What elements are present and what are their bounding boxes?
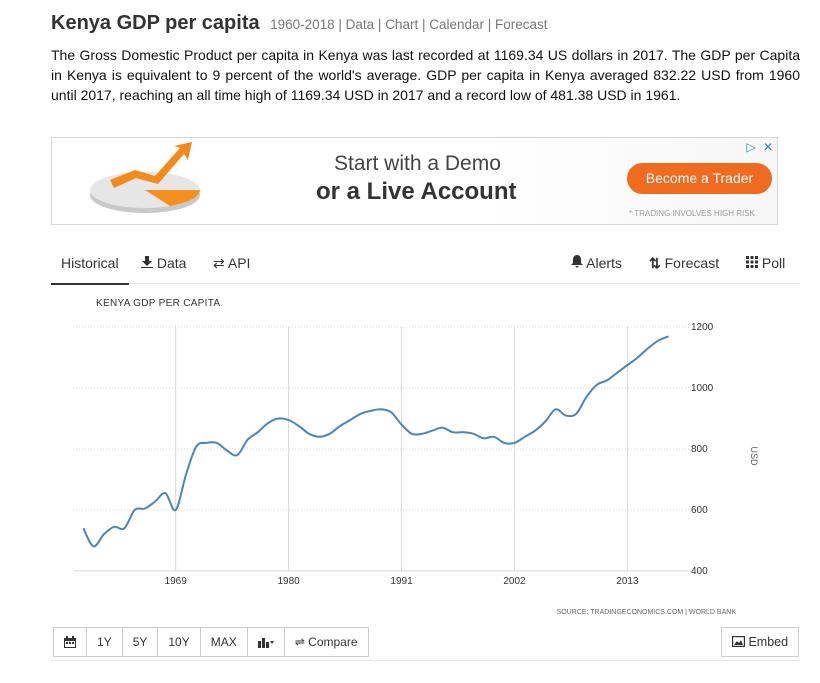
- tab-label: Forecast: [664, 255, 720, 271]
- y-tick-label: 1000: [691, 383, 714, 394]
- x-tick-label: 1969: [165, 576, 188, 587]
- tab-label: Data: [156, 255, 187, 271]
- x-tick-label: 1980: [277, 576, 300, 587]
- bar-chart-icon: [257, 638, 274, 648]
- x-tick-label: 1991: [390, 576, 413, 587]
- compare-label: Compare: [308, 635, 358, 649]
- tab-alerts[interactable]: Alerts: [571, 243, 622, 283]
- compare-button[interactable]: ⇌ Compare: [285, 628, 368, 656]
- chart-toolbar: 1Y 5Y 10Y MAX ⇌ Compare: [53, 627, 369, 657]
- link-data[interactable]: Data: [345, 17, 375, 32]
- close-icon[interactable]: ✕: [762, 140, 773, 154]
- become-trader-button[interactable]: Become a Trader: [627, 163, 772, 194]
- ad-headline-1: Start with a Demo: [334, 152, 501, 175]
- range-10y-button[interactable]: 10Y: [158, 628, 201, 656]
- calendar-icon: [64, 636, 76, 648]
- tab-label: Historical: [61, 255, 119, 271]
- embed-button[interactable]: Embed: [721, 627, 799, 657]
- ad-disclaimer: * TRADING INVOLVES HIGH RISK: [629, 209, 755, 218]
- ad-choices-icon[interactable]: ▷: [746, 140, 756, 154]
- tab-label: Poll: [761, 255, 786, 271]
- description: The Gross Domestic Product per capita in…: [51, 47, 800, 103]
- link-chart[interactable]: Chart: [385, 17, 419, 32]
- tab-forecast[interactable]: ⇅ Forecast: [649, 243, 719, 283]
- embed-label: Embed: [748, 635, 789, 649]
- calendar-button[interactable]: [54, 628, 87, 656]
- range-1y-button[interactable]: 1Y: [87, 628, 123, 656]
- bell-icon: [571, 255, 586, 271]
- chart-source: SOURCE: TRADINGECONOMICS.COM | WORLD BAN…: [557, 609, 737, 616]
- range-max-button[interactable]: MAX: [201, 628, 248, 656]
- x-tick-label: 2002: [503, 576, 526, 587]
- link-forecast[interactable]: Forecast: [495, 17, 548, 32]
- range-5y-button[interactable]: 5Y: [123, 628, 159, 656]
- tab-historical[interactable]: Historical: [51, 243, 129, 285]
- ad-controls[interactable]: ▷ ✕: [746, 140, 773, 154]
- ad-headline-2: or a Live Account: [316, 178, 517, 205]
- chart-title: KENYA GDP PER CAPITA: [96, 298, 220, 309]
- link-calendar[interactable]: Calendar: [429, 17, 485, 32]
- ad-banner[interactable]: Start with a Demo or a Live Account Beco…: [51, 137, 778, 225]
- y-tick-label: 1200: [691, 322, 714, 333]
- y-axis-label: USD: [749, 446, 759, 466]
- chart-graphic-icon: [90, 142, 200, 213]
- tab-label: Alerts: [586, 255, 622, 271]
- image-icon: [731, 636, 745, 647]
- tab-data[interactable]: Data: [141, 243, 186, 283]
- tab-label: API: [227, 255, 251, 271]
- tab-api[interactable]: ⇄ API: [213, 243, 250, 283]
- grid-icon: [746, 255, 762, 271]
- y-tick-label: 800: [691, 444, 708, 455]
- range-label: 1960-2018: [270, 17, 335, 32]
- y-tick-label: 400: [691, 566, 708, 577]
- sort-arrows-icon: ⇅: [649, 255, 661, 271]
- page-title: Kenya GDP per capita: [51, 12, 260, 34]
- gdp-series-line: [82, 335, 669, 548]
- tab-poll[interactable]: Poll: [746, 243, 785, 283]
- title-links: 1960-2018 | Data | Chart | Calendar | Fo…: [270, 17, 548, 32]
- y-tick-label: 600: [691, 505, 708, 516]
- gdp-line-chart[interactable]: KENYA GDP PER CAPITA USD SOURCE: TRADING…: [51, 284, 800, 624]
- swap-icon: ⇄: [213, 255, 225, 271]
- chart-type-button[interactable]: [248, 628, 285, 656]
- shuffle-icon: ⇌: [294, 635, 305, 649]
- download-icon: [141, 255, 157, 271]
- page-header: Kenya GDP per capita 1960-2018 | Data | …: [51, 12, 811, 35]
- chart-tabs: Historical Data ⇄ API Alerts ⇅ Forecast …: [51, 243, 800, 285]
- x-tick-label: 2013: [616, 576, 639, 587]
- divider: [51, 660, 800, 661]
